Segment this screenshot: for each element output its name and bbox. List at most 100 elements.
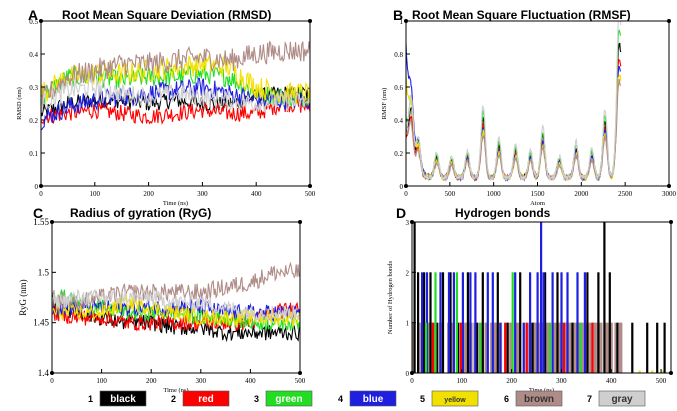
hbond-bar-black <box>449 272 452 373</box>
hbond-bar-brown <box>485 322 487 373</box>
series-line-brown <box>41 40 310 107</box>
hbond-bar-blue <box>421 272 424 373</box>
hbond-bar-blue <box>469 272 472 373</box>
y-tick-label: 0.6 <box>394 84 403 92</box>
hbond-bar-blue <box>491 272 494 373</box>
panel-A: A Root Mean Square Deviation (RMSD) 0 100 20… <box>16 7 316 207</box>
hbond-bar-black <box>441 272 445 373</box>
plot-frame <box>51 221 301 374</box>
plot-frame <box>40 20 311 187</box>
hbond-bar-green <box>424 322 428 373</box>
hbond-bar-black <box>656 322 659 373</box>
hbond-bar-black <box>506 322 509 373</box>
hbond-bar-blue <box>566 272 569 373</box>
legend-label: green <box>275 394 302 405</box>
x-tick-label: 0 <box>50 377 54 385</box>
hbond-bar-blue <box>452 272 455 373</box>
hbond-bar-red <box>431 322 435 373</box>
hbond-bar-brown <box>568 322 570 373</box>
y-tick-label: 1 <box>400 18 404 26</box>
panel-letter: D <box>396 205 406 221</box>
hbond-bar-black <box>496 272 499 373</box>
x-axis-label: Time (ns) <box>529 387 554 394</box>
series-line-gray <box>52 287 300 322</box>
hbond-bar-blue <box>474 272 477 373</box>
panel-title: Root Mean Square Deviation (RMSD) <box>62 8 271 22</box>
x-tick-label: 300 <box>556 377 567 385</box>
x-tick-label: 400 <box>245 377 256 385</box>
y-tick-label: 0.2 <box>29 117 38 125</box>
legend-label: red <box>198 394 214 405</box>
hbond-bar-blue <box>439 272 442 373</box>
hbond-bar-brown <box>464 322 467 373</box>
panel-title: Radius of gyration (RyG) <box>70 206 211 220</box>
series-black <box>413 222 666 373</box>
legend-number: 3 <box>254 394 259 404</box>
y-tick-label: 0.5 <box>29 18 38 26</box>
hbond-bar-black <box>616 322 619 373</box>
hbond-bar-blue <box>499 322 502 373</box>
panel-letter: B <box>393 7 403 23</box>
y-tick-label: 0.3 <box>29 84 38 92</box>
hbond-bar-brown <box>419 322 421 373</box>
corner-marker <box>667 19 671 23</box>
legend-number: 2 <box>171 394 176 404</box>
hbond-bar-black <box>544 272 547 373</box>
hbond-bar-brown <box>438 322 440 373</box>
legend-swatch-brown <box>515 390 563 407</box>
x-tick-label: 400 <box>606 377 617 385</box>
hbond-bar-brown <box>516 322 518 373</box>
x-tick-label: 100 <box>457 377 468 385</box>
hbond-bar-red <box>562 322 566 373</box>
legend-item-black: 1 black <box>88 390 147 407</box>
y-tick-label: 1.45 <box>33 318 49 328</box>
legend: 1 black 2 red 3 green 4 blue 5 yellow 6 brown 7 gray <box>88 390 646 407</box>
series-green <box>424 272 582 373</box>
hbond-bar-yellow <box>651 370 654 373</box>
panel-letter: C <box>33 205 43 221</box>
plot-area <box>412 222 666 373</box>
hbond-bar-brown <box>573 322 576 373</box>
hbond-bar-yellow <box>661 370 664 373</box>
plot-area <box>406 21 622 182</box>
x-tick-label: 300 <box>197 190 208 198</box>
y-axis-label: RyG (nm) <box>18 279 28 315</box>
series-yellow <box>638 370 664 373</box>
x-tick-label: 100 <box>90 190 101 198</box>
x-tick-label: 500 <box>305 190 316 198</box>
x-tick-label: 200 <box>146 377 157 385</box>
hbond-bar-brown <box>515 322 518 373</box>
legend-number: 4 <box>338 394 343 404</box>
hbond-bar-brown <box>581 322 584 373</box>
hbond-bar-brown <box>553 322 556 373</box>
hbond-bar-black <box>646 322 649 373</box>
legend-item-red: 2 red <box>171 390 230 407</box>
hbond-bar-blue <box>529 272 532 373</box>
hbond-bar-blue <box>583 272 586 373</box>
legend-swatch-blue <box>349 390 397 407</box>
panel-letter: A <box>28 7 38 23</box>
hbond-bar-black <box>631 322 634 373</box>
legend-number: 7 <box>587 394 592 404</box>
x-tick-label: 2000 <box>574 190 589 198</box>
hbond-bar-green <box>579 322 582 373</box>
plot-area <box>41 40 310 131</box>
x-tick-label: 3000 <box>662 190 677 198</box>
x-tick-label: 200 <box>506 377 517 385</box>
hbond-bar-blue <box>486 272 489 373</box>
hbond-bar-brown <box>555 322 557 373</box>
y-tick-label: 0 <box>35 183 39 191</box>
x-axis-label: Time (ns) <box>163 387 188 394</box>
plot-area <box>52 261 300 343</box>
x-axis-label: Time (ns) <box>163 200 188 207</box>
hbond-bar-black <box>531 322 534 373</box>
y-tick-label: 0.4 <box>29 51 38 59</box>
hbond-bar-blue <box>536 272 539 373</box>
hbond-bar-green <box>549 322 552 373</box>
hbond-bar-red <box>525 322 528 373</box>
y-tick-label: 0.8 <box>394 51 403 59</box>
x-tick-label: 100 <box>96 377 107 385</box>
hbond-bar-blue <box>576 272 579 373</box>
hbond-bar-green <box>511 272 514 373</box>
